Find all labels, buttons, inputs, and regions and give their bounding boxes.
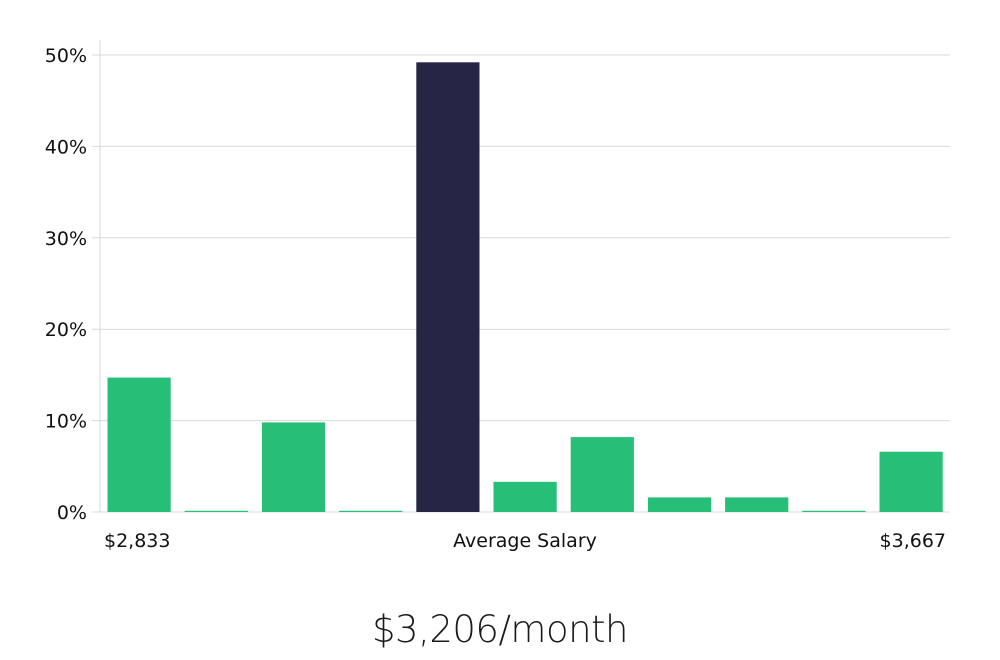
bar	[802, 510, 866, 512]
y-tick-label: 30%	[45, 228, 87, 250]
bar	[879, 451, 943, 512]
bar	[107, 377, 171, 512]
y-tick-label: 0%	[57, 502, 87, 524]
average-salary-caption: $3,206/month	[371, 608, 629, 651]
bar	[261, 422, 326, 512]
bar	[339, 510, 403, 512]
grid-lines	[100, 54, 950, 513]
bar	[647, 497, 712, 512]
bar-average	[416, 62, 480, 513]
y-tick-label: 40%	[45, 136, 87, 158]
y-tick-label: 20%	[45, 319, 87, 341]
bars	[107, 62, 943, 513]
x-axis-labels: $2,833 Average Salary $3,667	[104, 530, 946, 552]
x-label-average: Average Salary	[453, 530, 597, 552]
x-label-max: $3,667	[880, 530, 946, 552]
x-label-min: $2,833	[104, 530, 170, 552]
y-tick-label: 50%	[45, 45, 87, 67]
bar	[184, 510, 248, 512]
bar	[725, 497, 789, 512]
bar	[493, 481, 557, 512]
y-axis-ticks: 0% 10% 20% 30% 40% 50%	[45, 45, 100, 524]
y-tick-label: 10%	[45, 411, 87, 433]
bar	[570, 437, 634, 512]
